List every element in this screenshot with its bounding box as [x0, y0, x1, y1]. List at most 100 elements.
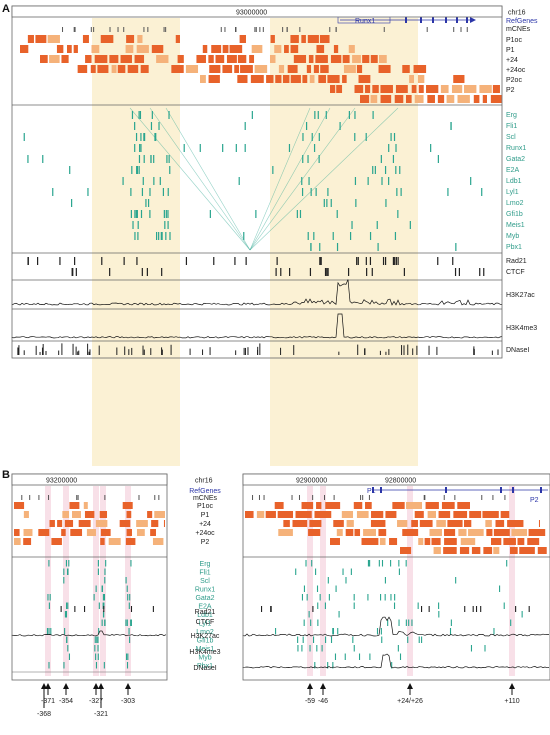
open-chromatin-block	[290, 75, 301, 83]
tf-binding-tick	[167, 221, 169, 229]
tf-binding-tick	[139, 111, 142, 119]
tf-binding-tick	[405, 560, 407, 567]
tf-binding-tick	[400, 188, 402, 196]
open-chromatin-block	[352, 55, 361, 63]
tf-column	[149, 107, 251, 251]
ctcf-peak	[403, 268, 405, 276]
open-chromatin-block	[473, 95, 480, 103]
open-chromatin-block	[378, 529, 387, 536]
open-chromatin-block	[345, 529, 354, 536]
exon	[445, 17, 447, 23]
open-chromatin-block	[318, 75, 326, 83]
tf-binding-tick	[310, 243, 312, 251]
open-chromatin-block	[151, 45, 164, 53]
tf-column	[129, 107, 251, 251]
tf-binding-tick	[140, 133, 142, 141]
panel-b-right-ruler	[242, 473, 550, 486]
tf-binding-tick	[336, 243, 339, 251]
rad21-peak	[437, 257, 439, 265]
tf-binding-tick	[42, 155, 44, 163]
tf-binding-tick	[151, 111, 153, 119]
dnase-peak	[45, 350, 47, 355]
tf-binding-tick	[437, 155, 439, 163]
panel-b-highlight-band	[125, 486, 131, 676]
open-chromatin-block	[125, 45, 134, 53]
tf-binding-tick	[381, 560, 384, 567]
tf-binding-tick	[95, 662, 98, 669]
tf-binding-tick	[349, 232, 352, 240]
tf-binding-tick	[317, 602, 319, 609]
tf-binding-tick	[317, 111, 319, 119]
tf-binding-tick	[449, 628, 452, 635]
open-chromatin-block	[437, 95, 445, 103]
open-chromatin-block	[370, 95, 378, 103]
ctcf-label: CTCF	[506, 269, 525, 276]
ctcf-label: CTCF	[196, 619, 215, 626]
tf-binding-tick	[104, 577, 106, 584]
cne-tick	[286, 27, 288, 32]
open-chromatin-block	[61, 55, 69, 63]
tf-binding-tick	[397, 645, 399, 652]
open-chromatin-block	[528, 529, 546, 536]
rad21-peak	[528, 606, 530, 612]
open-chromatin-block	[239, 35, 246, 43]
tf-binding-tick	[97, 636, 99, 643]
arrow-label-right-0: -59	[305, 698, 315, 705]
cne-tick	[262, 27, 264, 32]
open-chromatin-block	[309, 520, 322, 527]
open-chromatin-block	[414, 95, 424, 103]
tf-binding-tick	[102, 602, 104, 609]
open-chromatin-block	[156, 55, 169, 63]
tf-binding-tick	[313, 144, 316, 152]
tf-binding-tick	[68, 653, 71, 660]
open-chromatin-block	[292, 520, 308, 527]
tf-binding-tick	[388, 177, 390, 185]
tf-binding-tick	[390, 133, 392, 141]
arrow-label-left-1: -354	[59, 698, 73, 705]
open-chromatin-block	[447, 520, 463, 527]
tf-binding-tick	[164, 221, 166, 229]
tf-binding-tick	[384, 577, 386, 584]
open-chromatin-block	[341, 511, 354, 518]
rad21-peak	[37, 257, 39, 265]
tf-binding-tick	[398, 568, 400, 575]
open-chromatin-block	[240, 65, 253, 73]
tf-label-12: Pbx1	[506, 244, 522, 251]
open-chromatin-block	[356, 65, 363, 73]
tf-binding-tick	[395, 144, 397, 152]
open-chromatin-block	[215, 55, 225, 63]
open-chromatin-block	[126, 35, 135, 43]
tf-binding-tick	[48, 602, 50, 609]
panel-a-highlight-region	[92, 18, 180, 466]
open-chromatin-block	[330, 538, 340, 545]
tf-binding-tick	[311, 560, 313, 567]
tf-binding-tick	[94, 645, 96, 652]
rad21-peak	[130, 606, 133, 612]
tf-binding-tick	[125, 653, 128, 660]
open-chromatin-block	[433, 547, 441, 554]
rad21-peak	[392, 257, 395, 265]
tf-binding-tick	[499, 585, 501, 592]
arrow-label-left-bottom-0: -368	[37, 711, 51, 718]
open-chromatin-block	[413, 65, 427, 73]
cne-tick	[29, 495, 31, 500]
cne-tick	[258, 495, 260, 500]
tf-label-8: Lmo2	[506, 200, 524, 207]
track-label-3: P1	[201, 512, 210, 519]
open-chromatin-block	[330, 85, 336, 93]
open-chromatin-block	[23, 529, 33, 536]
tf-binding-tick	[66, 636, 68, 643]
dnase-peak	[161, 349, 163, 355]
tf-column	[249, 107, 311, 251]
tf-binding-tick	[326, 199, 328, 207]
open-chromatin-block	[316, 45, 325, 53]
cne-tick	[235, 27, 237, 32]
tf-binding-tick	[303, 585, 305, 592]
tf-binding-tick	[417, 602, 419, 609]
tf-binding-tick	[165, 232, 167, 240]
panel-b-highlight-band	[93, 486, 99, 676]
tf-binding-tick	[330, 199, 332, 207]
tf-binding-tick	[144, 133, 146, 141]
open-chromatin-block	[293, 55, 307, 63]
tf-binding-tick	[374, 166, 376, 174]
